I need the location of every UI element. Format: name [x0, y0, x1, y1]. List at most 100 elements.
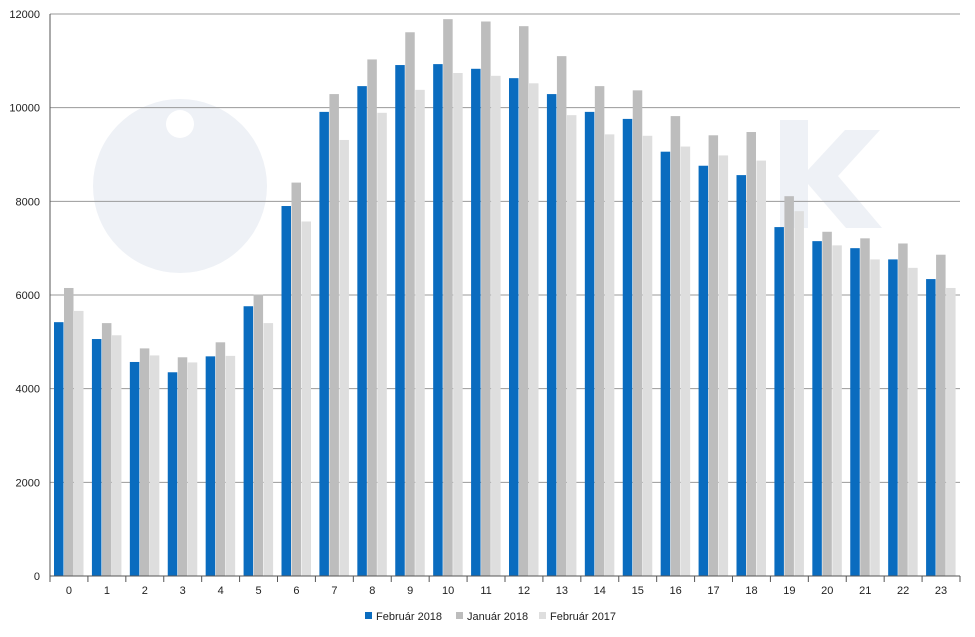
bar-series1-13: [556, 56, 567, 576]
bar-series0-8: [357, 86, 367, 576]
bar-series1-5: [253, 294, 264, 576]
x-tick-label: 5: [255, 585, 261, 597]
bar-series2-7: [339, 139, 349, 576]
bar-series0-12: [509, 78, 519, 576]
bar-series0-7: [319, 111, 329, 577]
bar-series0-21: [850, 248, 860, 576]
legend-swatch-2: [539, 612, 546, 619]
bar-series0-3: [167, 372, 178, 576]
x-tick-label: 22: [897, 585, 909, 597]
y-tick-label: 10000: [9, 103, 40, 115]
bar-series2-15: [642, 135, 653, 576]
bar-series1-7: [329, 94, 339, 577]
bar-series2-5: [263, 323, 274, 576]
legend-swatch-0: [365, 612, 372, 619]
x-tick-label: 11: [480, 585, 491, 597]
bar-series2-8: [377, 112, 387, 577]
x-tick-label: 6: [293, 585, 299, 597]
x-tick-label: 9: [407, 585, 413, 597]
x-tick-label: 20: [821, 585, 833, 597]
bar-series1-10: [443, 19, 453, 576]
bar-series0-15: [622, 118, 633, 576]
bar-series0-2: [129, 361, 140, 576]
x-tick-label: 21: [859, 585, 871, 597]
bar-series0-22: [888, 259, 898, 576]
bar-series1-14: [594, 86, 605, 576]
bar-series2-18: [756, 160, 766, 577]
x-tick-label: 1: [104, 585, 110, 597]
bar-series0-6: [281, 206, 291, 576]
bar-series1-19: [784, 196, 794, 576]
x-tick-label: 2: [142, 585, 148, 597]
legend-swatch-1: [456, 612, 463, 619]
bar-series1-11: [481, 21, 491, 576]
bar-series0-13: [546, 94, 557, 577]
y-tick-label: 8000: [16, 196, 40, 208]
bar-series0-14: [584, 111, 595, 577]
x-tick-label: 23: [935, 585, 947, 597]
bar-series0-1: [91, 339, 102, 576]
bar-series1-20: [822, 231, 832, 576]
bar-series2-14: [604, 134, 615, 576]
bar-series0-5: [243, 306, 254, 576]
y-axis-labels: 0 2000 4000 6000 8000 10000 12000: [9, 9, 40, 583]
x-tick-label: 18: [745, 585, 757, 597]
bar-series2-11: [491, 75, 501, 576]
bar-series2-1: [111, 335, 122, 576]
bar-series2-9: [415, 89, 425, 577]
legend: Február 2018 Január 2018 Február 2017: [365, 611, 616, 623]
x-tick-label: 12: [518, 585, 530, 597]
y-tick-label: 0: [34, 571, 40, 583]
x-tick-label: 3: [180, 585, 186, 597]
bar-series2-23: [946, 287, 956, 576]
bars: [54, 19, 956, 577]
x-tick-label: 7: [331, 585, 337, 597]
bar-series0-0: [54, 322, 64, 576]
x-tick-label: 8: [369, 585, 375, 597]
bar-series2-0: [74, 310, 84, 576]
y-tick-label: 12000: [9, 9, 40, 21]
bar-series1-12: [519, 26, 529, 577]
x-tick-label: 15: [632, 585, 644, 597]
gridlines: [50, 13, 960, 483]
bar-series0-10: [433, 64, 443, 576]
bar-series2-22: [908, 267, 918, 576]
x-axis-labels: 0 1 2 3 4 5 6 7 8 9 10 11 12 13 14 15 16 17 18 19 20 21 22 23: [66, 585, 947, 597]
bar-series2-3: [187, 362, 198, 576]
bar-series0-16: [660, 151, 671, 576]
x-tick-label: 4: [218, 585, 224, 597]
bar-series1-22: [898, 243, 908, 576]
bar-series0-11: [471, 68, 481, 577]
bar-series0-19: [774, 227, 784, 576]
bar-series2-17: [718, 155, 729, 577]
x-tick-label: 14: [594, 585, 606, 597]
bar-series2-13: [566, 115, 577, 576]
bar-series1-2: [139, 348, 150, 576]
axes: [49, 14, 961, 582]
bar-series1-21: [860, 238, 870, 576]
legend-label-2: Február 2017: [550, 611, 616, 623]
bar-series1-3: [177, 357, 188, 576]
bar-series1-15: [632, 90, 643, 577]
x-tick-label: 16: [670, 585, 682, 597]
x-tick-label: 10: [442, 585, 454, 597]
bar-series0-20: [812, 241, 822, 576]
bar-series1-6: [291, 182, 301, 576]
bar-series0-9: [395, 65, 405, 576]
y-tick-label: 6000: [16, 290, 40, 302]
bar-series1-1: [101, 323, 112, 576]
bar-series1-8: [367, 59, 377, 576]
bar-series2-21: [870, 259, 880, 576]
bar-series1-0: [64, 287, 74, 576]
bar-series0-18: [736, 175, 746, 576]
bar-series0-17: [698, 165, 709, 577]
bar-series2-19: [794, 211, 804, 576]
y-tick-label: 2000: [16, 477, 40, 489]
bar-series2-2: [149, 355, 160, 576]
bar-series1-23: [936, 254, 946, 576]
bar-series2-10: [453, 73, 463, 576]
x-tick-label: 13: [556, 585, 568, 597]
bar-series2-20: [832, 245, 842, 576]
bar-series0-23: [926, 279, 936, 576]
